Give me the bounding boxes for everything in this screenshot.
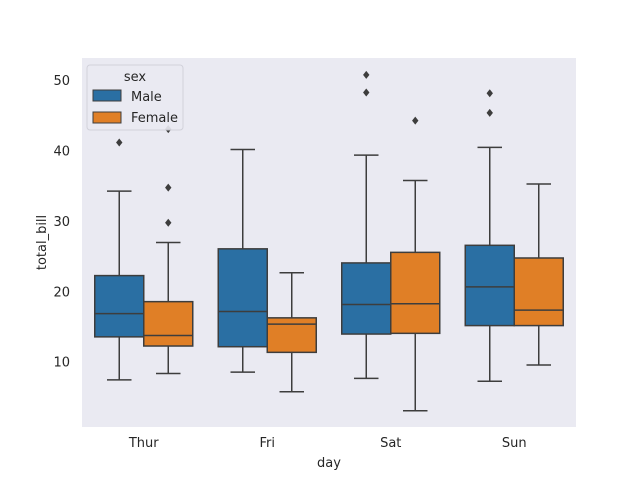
box-male-thur xyxy=(94,138,145,381)
y-tick-label: 30 xyxy=(53,215,70,230)
iqr-box xyxy=(143,300,194,347)
legend-title: sex xyxy=(124,70,147,85)
box-female-fri xyxy=(266,272,317,393)
y-axis-ticks: 10 20 30 40 50 xyxy=(53,74,70,371)
outlier-point xyxy=(363,70,370,79)
x-tick-label: Fri xyxy=(260,436,276,451)
box-male-fri xyxy=(217,148,268,373)
legend-swatch-female xyxy=(92,111,122,124)
y-tick-label: 50 xyxy=(53,74,70,89)
y-tick-label: 20 xyxy=(53,285,70,300)
box-series xyxy=(94,70,564,412)
legend-swatch-male xyxy=(92,89,122,102)
y-axis-label: total_bill xyxy=(35,215,50,270)
outlier-point xyxy=(486,108,493,117)
x-tick-label: Sat xyxy=(380,436,401,451)
x-tick-label: Sun xyxy=(502,436,527,451)
legend-label-male: Male xyxy=(131,90,162,105)
outlier-point xyxy=(486,89,493,98)
y-tick-label: 40 xyxy=(53,144,70,159)
iqr-box xyxy=(94,274,145,338)
iqr-box xyxy=(217,248,268,348)
legend-label-female: Female xyxy=(131,111,178,126)
iqr-box xyxy=(513,257,564,327)
outlier-point xyxy=(116,138,123,147)
outlier-point xyxy=(165,218,172,227)
outlier-point xyxy=(363,88,370,97)
box-female-thur xyxy=(143,125,194,375)
box-male-sat xyxy=(341,70,392,380)
box-female-sat xyxy=(390,116,441,412)
y-tick-label: 10 xyxy=(53,356,70,371)
x-tick-label: Thur xyxy=(128,436,159,451)
iqr-box xyxy=(341,262,392,335)
legend: sex Male Female xyxy=(86,64,184,131)
iqr-box xyxy=(266,317,317,354)
box-male-sun xyxy=(464,89,515,382)
outlier-point xyxy=(412,116,419,125)
x-axis-label: day xyxy=(317,456,341,471)
iqr-box xyxy=(390,251,441,335)
iqr-box xyxy=(464,244,515,327)
x-axis-ticks: Thur Fri Sat Sun xyxy=(128,436,527,451)
outlier-point xyxy=(165,183,172,192)
box-female-sun xyxy=(513,183,564,366)
